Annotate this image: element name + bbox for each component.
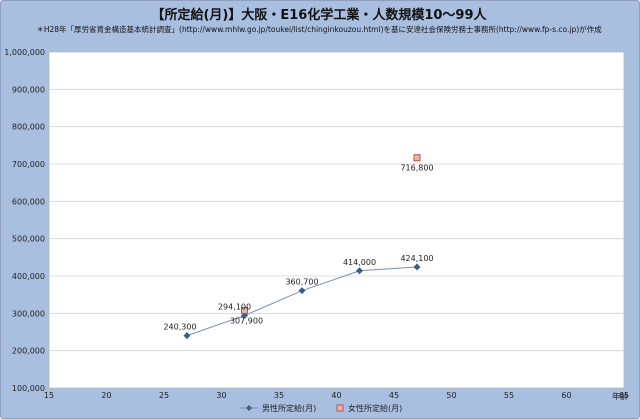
- legend-marker-male: [246, 405, 252, 411]
- x-tick-label: 35: [274, 391, 284, 400]
- y-tick-label: 700,000: [12, 160, 45, 169]
- data-label-female: 716,800: [400, 164, 433, 173]
- data-label-male: 294,100: [218, 303, 251, 312]
- series-layer: [183, 154, 421, 340]
- data-point-male: [356, 267, 363, 275]
- data-label-male: 424,100: [400, 254, 433, 263]
- y-tick-label: 500,000: [12, 235, 45, 244]
- x-tick-label: 30: [216, 391, 226, 400]
- legend: 男性所定給(月) 女性所定給(月): [240, 403, 402, 413]
- x-axis-label: 年齢: [612, 391, 628, 401]
- x-tick-labels: 15 20 25 30 35 40 45 50 55 60 65: [44, 391, 629, 400]
- chart-subtitle: ＊H28年「厚労省賃金構造基本統計調査」(http://www.mhlw.go.…: [36, 25, 602, 34]
- x-tick-label: 20: [101, 391, 111, 400]
- y-tick-label: 1,000,000: [4, 48, 45, 57]
- data-label-male: 240,300: [163, 323, 196, 332]
- x-tick-label: 65: [619, 391, 629, 400]
- x-tick-label: 40: [331, 391, 341, 400]
- data-labels: 240,300 294,100 360,700 414,000 424,100 307,9…: [163, 164, 433, 332]
- y-tick-label: 900,000: [12, 85, 45, 94]
- legend-label-female: 女性所定給(月): [348, 403, 402, 413]
- y-tick-labels: 100,000 200,000 300,000 400,000 500,000 600,0…: [4, 48, 45, 393]
- x-tick-label: 50: [446, 391, 456, 400]
- y-tick-label: 100,000: [12, 384, 45, 393]
- x-tick-label: 60: [561, 391, 571, 400]
- plot-area: [48, 51, 625, 389]
- data-point-male: [298, 287, 306, 295]
- data-point-male: [413, 263, 421, 271]
- y-tick-label: 200,000: [12, 347, 45, 356]
- data-label-male: 414,000: [343, 258, 376, 267]
- data-label-male: 360,700: [285, 278, 318, 287]
- data-point-female: [413, 154, 421, 162]
- y-tick-label: 600,000: [12, 197, 45, 206]
- x-tick-label: 25: [159, 391, 169, 400]
- x-tick-label: 15: [44, 391, 54, 400]
- chart-title: 【所定給(月)】大阪・E16化学工業・人数規模10～99人: [151, 8, 487, 23]
- gridlines: [49, 88, 624, 352]
- y-tick-label: 800,000: [12, 123, 45, 132]
- legend-marker-female: [336, 404, 344, 412]
- x-tick-label: 45: [389, 391, 399, 400]
- data-point-male: [183, 332, 191, 340]
- y-tick-label: 300,000: [12, 309, 45, 318]
- x-tick-label: 55: [504, 391, 514, 400]
- legend-label-male: 男性所定給(月): [262, 403, 316, 413]
- y-tick-label: 400,000: [12, 272, 45, 281]
- data-label-female: 307,900: [230, 316, 263, 325]
- data-point-female: [241, 306, 248, 314]
